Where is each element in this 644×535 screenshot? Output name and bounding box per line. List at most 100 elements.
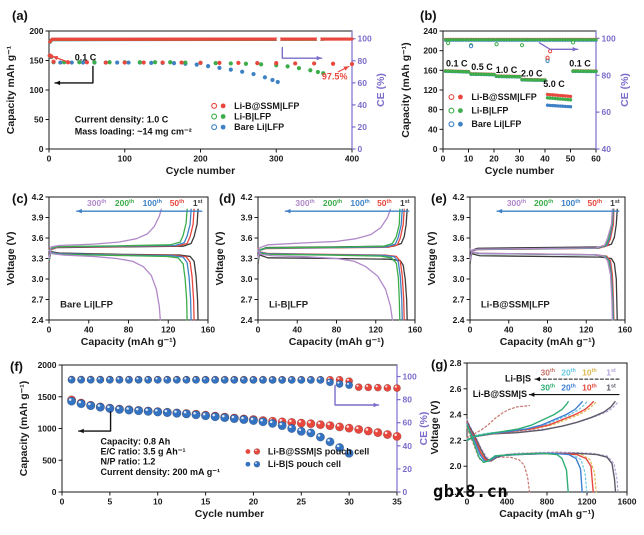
panel-a: 0 100 200 300 400050100150200020406080100CE … [5,26,387,177]
svg-text:50th: 50th [377,198,392,208]
svg-text:80: 80 [543,325,553,335]
svg-text:Cycle number: Cycle number [195,508,264,520]
svg-text:80: 80 [358,56,368,66]
svg-text:40: 40 [428,124,438,134]
svg-text:(e): (e) [431,191,447,206]
svg-text:40: 40 [602,144,612,154]
svg-text:Current density: 1.0 C: Current density: 1.0 C [75,114,169,124]
svg-text:30th: 30th [540,367,555,377]
svg-text:0: 0 [465,497,470,507]
svg-text:2.4: 2.4 [241,315,253,325]
svg-text:400: 400 [500,497,514,507]
svg-text:800: 800 [540,497,554,507]
svg-text:3.3: 3.3 [453,254,465,264]
svg-text:20: 20 [249,497,259,507]
svg-text:100th: 100th [561,198,580,208]
svg-text:2.4: 2.4 [32,315,44,325]
svg-text:Voltage (V): Voltage (V) [429,400,441,454]
svg-text:50th: 50th [170,198,185,208]
svg-text:3.0: 3.0 [241,274,253,284]
svg-text:1st: 1st [400,198,410,208]
svg-text:120: 120 [161,325,175,335]
svg-text:97.5%: 97.5% [322,71,348,81]
svg-text:300th: 300th [295,198,314,208]
svg-text:3.9: 3.9 [453,213,465,223]
svg-text:30: 30 [344,497,354,507]
svg-text:2000: 2000 [38,360,57,370]
svg-text:1st: 1st [610,198,620,208]
svg-text:0.5 C: 0.5 C [471,62,493,72]
svg-text:60: 60 [591,154,601,164]
svg-text:Current density: 200 mA g⁻¹: Current density: 200 mA g⁻¹ [101,467,220,477]
svg-text:4.2: 4.2 [32,192,44,202]
svg-text:400: 400 [345,154,359,164]
svg-text:Li-B|S: Li-B|S [505,374,531,384]
svg-text:Cycle number: Cycle number [485,165,554,177]
svg-text:Capacity (mAh g⁻¹): Capacity (mAh g⁻¹) [81,336,176,348]
svg-text:(c): (c) [12,191,28,206]
svg-text:0.1 C: 0.1 C [446,58,468,68]
svg-text:Capacity (mAh g⁻¹): Capacity (mAh g⁻¹) [499,508,594,520]
svg-text:40: 40 [403,441,413,451]
svg-text:60: 60 [358,78,368,88]
svg-text:120: 120 [579,325,593,335]
svg-text:10th: 10th [582,367,597,377]
svg-text:Capacity (mAh g⁻¹): Capacity (mAh g⁻¹) [18,381,30,476]
svg-text:200th: 200th [323,198,342,208]
svg-text:Bare Li|LFP: Bare Li|LFP [471,119,521,129]
svg-text:160: 160 [618,325,632,335]
svg-text:3.0: 3.0 [453,274,465,284]
svg-text:20: 20 [403,464,413,474]
svg-text:2.4: 2.4 [453,315,465,325]
svg-text:0: 0 [433,144,438,154]
svg-text:300: 300 [269,154,283,164]
svg-text:Li-B|LFP: Li-B|LFP [269,300,309,311]
svg-text:80: 80 [403,395,413,405]
svg-text:10: 10 [153,497,163,507]
svg-text:2.2: 2.2 [450,435,462,445]
svg-text:100th: 100th [143,198,162,208]
svg-text:60: 60 [403,418,413,428]
svg-text:300th: 300th [87,198,106,208]
svg-text:60: 60 [602,107,612,117]
svg-text:0: 0 [358,144,363,154]
svg-text:Cycle number: Cycle number [166,165,235,177]
svg-text:5.0 C: 5.0 C [543,79,565,89]
svg-text:100: 100 [602,33,616,43]
svg-text:3.6: 3.6 [453,233,465,243]
svg-text:80: 80 [602,70,612,80]
svg-text:80: 80 [428,105,438,115]
svg-text:0: 0 [60,497,65,507]
svg-text:120: 120 [423,85,437,95]
svg-text:2.6: 2.6 [450,384,462,394]
svg-text:50: 50 [566,154,576,164]
svg-text:200: 200 [423,46,437,56]
svg-text:100th: 100th [350,198,369,208]
svg-text:2.7: 2.7 [453,295,465,305]
svg-text:120: 120 [369,325,383,335]
svg-text:2.4: 2.4 [450,410,462,420]
svg-text:40: 40 [358,100,368,110]
svg-text:3.6: 3.6 [241,233,253,243]
svg-text:20: 20 [358,122,368,132]
svg-text:0.1 C: 0.1 C [75,53,97,63]
svg-text:1st: 1st [606,367,616,377]
svg-text:50: 50 [34,115,44,125]
svg-text:10th: 10th [582,383,597,393]
svg-text:100: 100 [118,154,132,164]
svg-text:20th: 20th [561,383,576,393]
svg-text:Bare Li|LFP: Bare Li|LFP [60,300,113,311]
svg-text:0: 0 [441,154,446,164]
svg-text:3.3: 3.3 [241,254,253,264]
svg-text:40: 40 [504,325,514,335]
panel-b: 0 10 20 30 40 50 6004080120160200240406080100C… [400,26,631,177]
svg-text:80: 80 [124,325,134,335]
panel-d: 0 40 80 120 160 2.4 2.7 3.0 3.3 3.6 3.9 4.2 Capacity… [214,192,422,348]
svg-text:100: 100 [403,372,417,382]
svg-text:100: 100 [358,34,372,44]
panel-e: 0 40 80 120 160 2.4 2.7 3.0 3.3 3.6 3.9 4.2 Capacity… [426,192,632,348]
svg-text:0: 0 [47,154,52,164]
svg-text:1st: 1st [193,198,203,208]
svg-text:CE (%): CE (%) [375,73,387,107]
